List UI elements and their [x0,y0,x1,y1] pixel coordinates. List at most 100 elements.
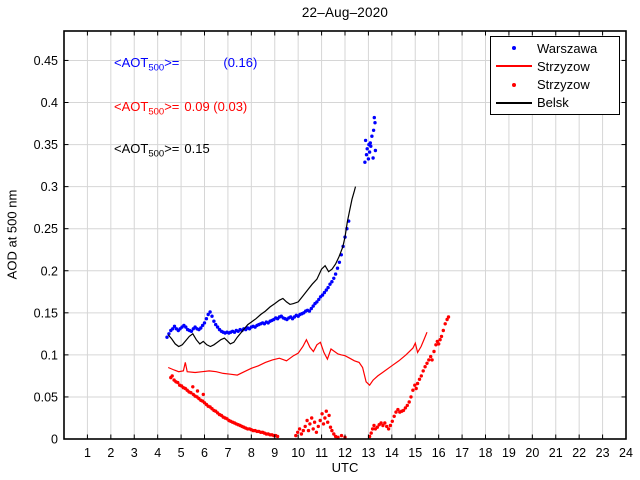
series-point-strzyzow [275,434,280,439]
series-point-strzyzow [394,410,398,414]
series-point-warszawa [210,314,214,318]
y-tick-label: 0.25 [34,222,58,236]
legend-label: Strzyzow [537,77,590,93]
x-tick-label: 5 [178,446,185,460]
legend-label: Belsk [537,95,569,111]
series-point-warszawa [317,297,321,302]
series-point-strzyzow [390,419,394,423]
legend-item-strzyzow-line: Strzyzow [491,57,619,75]
x-tick-label: 8 [248,446,255,460]
series-point-warszawa [212,319,216,323]
annotation-subscript: 500 [148,62,165,74]
series-point-warszawa [204,317,209,321]
annotation-text: >= [164,99,180,114]
series-point-warszawa [364,153,369,157]
series-point-warszawa [199,326,203,330]
series-point-strzyzow [383,421,387,425]
x-tick-label: 1 [84,446,91,460]
series-point-strzyzow [430,358,434,362]
series-point-strzyzow [370,427,375,431]
series-point-warszawa [363,160,367,164]
series-point-strzyzow [429,354,433,359]
y-tick-label: 0.05 [34,390,58,404]
legend-item-belsk: Belsk [491,94,619,112]
x-tick-label: 14 [385,446,399,460]
y-tick-label: 0.35 [34,138,58,152]
red-line-marker-icon [496,65,532,68]
series-point-strzyzow [427,358,431,362]
series-point-strzyzow [339,433,344,438]
series-point-strzyzow [312,420,317,424]
series-point-warszawa [371,128,376,132]
series-point-warszawa [337,260,342,264]
series-point-strzyzow [386,427,391,431]
series-point-strzyzow [437,342,441,346]
series-point-warszawa [208,310,212,314]
annotation-text: <AOT [114,55,149,70]
series-point-warszawa [200,323,205,328]
series-point-strzyzow [306,428,311,433]
legend: Warszawa Strzyzow Strzyzow Belsk [490,36,620,115]
series-point-strzyzow [314,430,319,434]
series-point-warszawa [165,335,169,339]
series-point-strzyzow [318,418,322,423]
series-point-warszawa [322,290,327,295]
series-point-strzyzow [336,435,340,439]
series-point-warszawa [367,150,372,154]
x-tick-label: 24 [619,446,633,460]
x-tick-label: 9 [271,446,278,460]
series-point-strzyzow [170,374,174,378]
x-tick-label: 10 [291,446,305,460]
series-point-strzyzow [330,428,334,433]
legend-label: Warszawa [537,40,598,56]
series-point-strzyzow [296,430,300,434]
series-point-strzyzow [385,424,389,429]
x-tick-label: 17 [455,446,469,460]
legend-marker-box [491,46,537,51]
series-point-strzyzow [417,377,422,381]
series-point-warszawa [328,282,332,286]
series-point-strzyzow [432,349,436,354]
series-point-strzyzow [421,369,425,373]
x-tick-label: 15 [408,446,422,460]
series-point-warszawa [320,293,325,297]
legend-label: Strzyzow [537,58,590,74]
series-point-strzyzow [403,406,408,410]
series-line-belsk [167,186,357,348]
series-point-strzyzow [332,432,336,436]
x-tick-label: 19 [502,446,516,460]
y-tick-label: 0.1 [41,348,58,362]
series-point-strzyzow [176,380,180,385]
series-point-warszawa [215,325,220,329]
series-point-strzyzow [311,427,315,431]
series-point-strzyzow [328,425,333,429]
red-dot-marker-icon [512,82,516,87]
x-tick-label: 21 [549,446,563,460]
series-point-warszawa [332,276,336,280]
series-point-strzyzow [439,334,444,339]
series-point-strzyzow [320,412,324,416]
series-point-warszawa [373,121,377,125]
annotation-text: >= [164,141,180,156]
series-point-strzyzow [323,416,327,420]
series-point-warszawa [324,288,328,292]
series-point-strzyzow [379,421,383,425]
series-point-warszawa [214,322,218,327]
series-point-warszawa [369,144,373,148]
series-point-strzyzow [299,432,304,436]
annotation-value: 0.09 (0.03) [184,99,248,114]
annotation-subscript: 500 [148,106,165,118]
black-line-marker-icon [496,101,532,104]
legend-marker-box [491,65,537,68]
series-point-warszawa [315,300,319,304]
series-point-strzyzow [415,381,420,386]
annotation-text: >= [164,55,180,70]
y-tick-label: 0.15 [34,306,58,320]
annotation-warszawa-mean: <AOT500>= (0.16) [114,55,257,74]
series-point-warszawa [368,141,372,145]
series-point-strzyzow [392,414,396,418]
annotation-text: <AOT [114,141,149,156]
series-point-warszawa [311,304,315,308]
series-point-strzyzow [372,423,376,428]
